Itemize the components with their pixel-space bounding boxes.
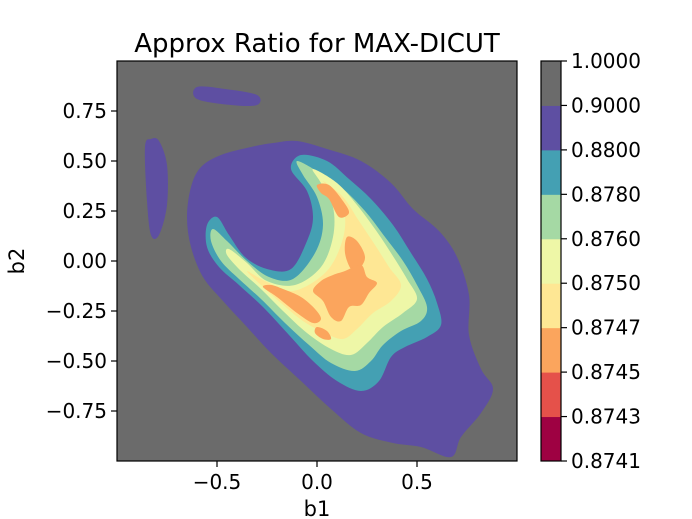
- colorbar-band: [541, 149, 561, 195]
- colorbar-tick-label: 0.8745: [571, 360, 641, 384]
- colorbar-band: [541, 283, 561, 329]
- colorbar-band: [541, 194, 561, 240]
- colorbar-band: [541, 105, 561, 151]
- x-tick-label: −0.5: [193, 470, 242, 494]
- colorbar-tick-label: 0.8760: [571, 227, 641, 251]
- y-tick-label: −0.50: [46, 349, 107, 373]
- colorbar-tick-label: 1.0000: [571, 49, 641, 73]
- colorbar: 0.8741 0.8743 0.8745 0.8747 0.8750 0.8760 0.87…: [540, 49, 641, 473]
- colorbar-tick-label: 0.9000: [571, 93, 641, 117]
- colorbar-band: [541, 238, 561, 284]
- y-tick-label: 0.25: [62, 199, 107, 223]
- colorbar-band: [541, 61, 561, 106]
- y-axis-label: b2: [5, 248, 29, 275]
- colorbar-band: [541, 372, 561, 418]
- colorbar-tick-label: 0.8743: [571, 405, 641, 429]
- chart-title: Approx Ratio for MAX-DICUT: [134, 29, 500, 59]
- x-tick-label: 0.0: [301, 470, 333, 494]
- contour-region-6-4: [314, 326, 332, 340]
- y-tick-label: 0.75: [62, 99, 107, 123]
- colorbar-tick-label: 0.8741: [571, 449, 641, 473]
- x-axis-label: b1: [304, 497, 331, 519]
- colorbar-tick-label: 0.8780: [571, 182, 641, 206]
- contour-region-6-3: [262, 284, 322, 324]
- y-tick-label: −0.75: [46, 399, 107, 423]
- contour-region-1-2: [144, 138, 168, 240]
- colorbar-tick-label: 0.8800: [571, 138, 641, 162]
- y-axis: 0.75 0.50 0.25 0.00 −0.25 −0.50 −0.75: [46, 99, 117, 423]
- contour-region-6-2: [312, 264, 378, 322]
- colorbar-tick-label: 0.8747: [571, 316, 641, 340]
- contour-region-1-1: [193, 86, 261, 107]
- colorbar-frame: [540, 60, 562, 462]
- y-tick-label: 0.50: [62, 149, 107, 173]
- plot-area: [117, 61, 517, 461]
- contour-region-6-0: [316, 183, 350, 218]
- contour-region-6-1: [344, 236, 366, 271]
- y-tick-label: 0.00: [62, 249, 107, 273]
- x-tick-label: 0.5: [401, 470, 433, 494]
- y-tick-label: −0.25: [46, 299, 107, 323]
- colorbar-tick-label: 0.8750: [571, 271, 641, 295]
- x-axis: −0.5 0.0 0.5: [193, 461, 433, 494]
- colorbar-band: [541, 327, 561, 373]
- colorbar-band: [541, 416, 561, 462]
